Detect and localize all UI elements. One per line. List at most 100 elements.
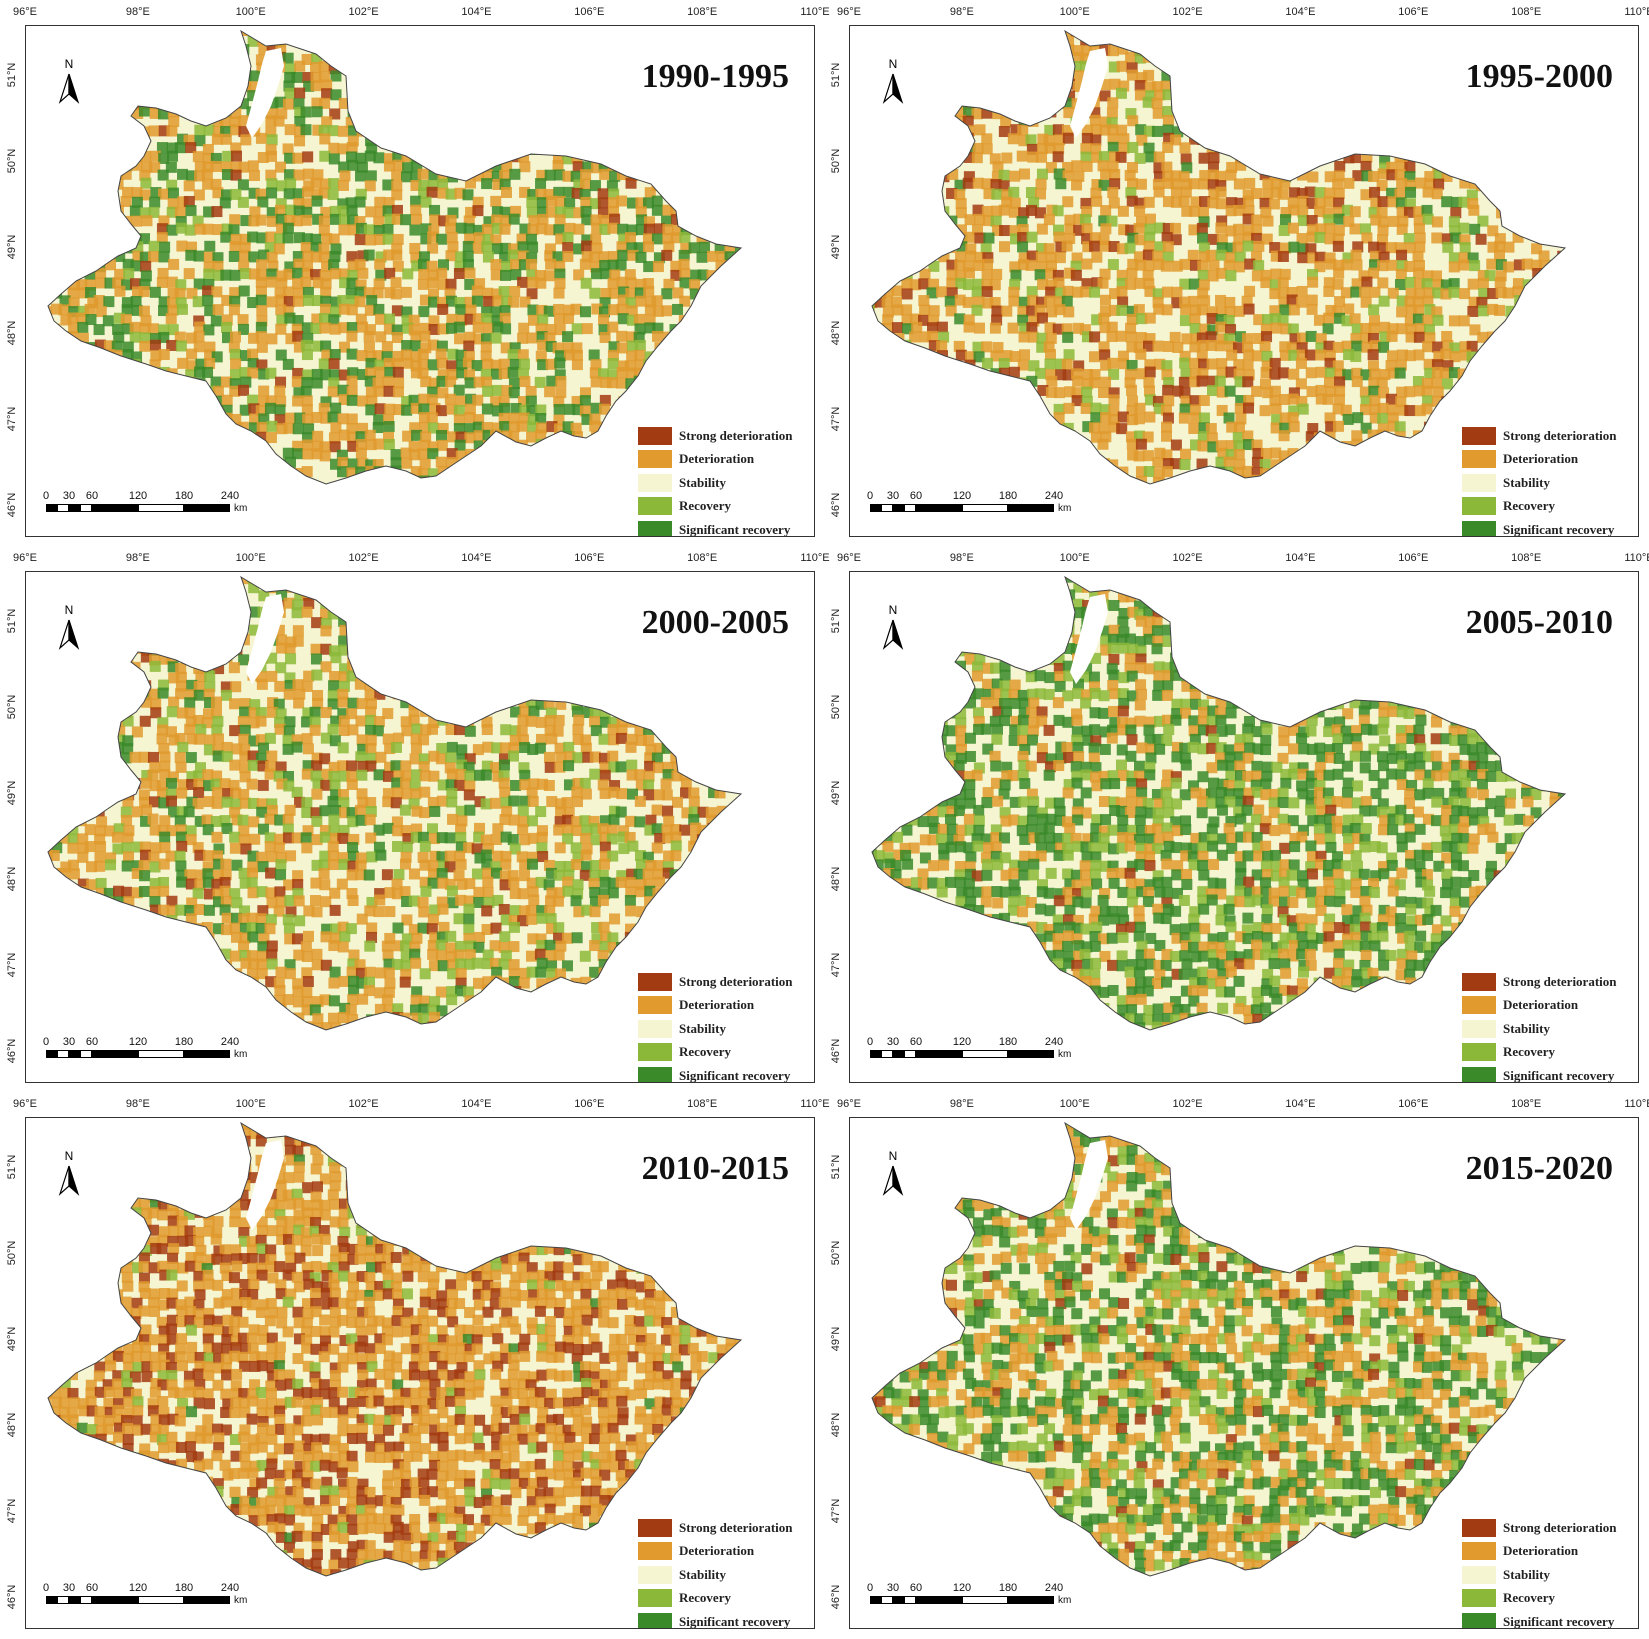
latitude-tick: 47°N (830, 952, 842, 978)
longitude-tick: 102°E (348, 1098, 379, 1110)
scale-label: 0 (42, 1582, 50, 1594)
longitude-tick: 106°E (1398, 1098, 1429, 1110)
scale-segment (870, 1050, 881, 1058)
region-map (871, 1121, 1567, 1577)
longitude-tick: 102°E (1172, 1098, 1203, 1110)
longitude-tick: 110°E (800, 1098, 830, 1110)
longitude-tick: 106°E (1398, 6, 1429, 18)
scale-label: 60 (909, 490, 923, 502)
legend-label: Recovery (679, 1590, 731, 1606)
scale-label: 120 (952, 1582, 972, 1594)
legend-swatch (1462, 520, 1496, 536)
legend-swatch (638, 1565, 672, 1584)
scale-label: 180 (998, 1036, 1018, 1048)
longitude-tick: 104°E (461, 552, 492, 564)
legend-item: Stability (638, 1017, 810, 1041)
longitude-tick: 96°E (13, 1098, 37, 1110)
longitude-tick: 98°E (949, 6, 974, 18)
longitude-tick: 108°E (687, 1098, 718, 1110)
latitude-tick: 47°N (6, 952, 18, 978)
north-arrow-icon: N (58, 603, 80, 650)
legend-swatch (1462, 1542, 1496, 1561)
latitude-tick: 48°N (830, 320, 842, 346)
legend-item: Recovery (1462, 1041, 1634, 1065)
legend-label: Significant recovery (1503, 1613, 1615, 1629)
latitude-tick: 51°N (830, 62, 842, 88)
legend-item: Significant recovery (1462, 1064, 1634, 1082)
legend-swatch (1462, 1043, 1496, 1062)
scale-segment (893, 1050, 904, 1058)
scale-label: 240 (220, 1582, 240, 1594)
longitude-tick: 108°E (1511, 552, 1542, 564)
legend-swatch (638, 426, 672, 445)
latitude-tick: 49°N (830, 234, 842, 260)
legend-item: Stability (638, 1563, 810, 1587)
scale-segment (881, 1050, 893, 1058)
scale-segment (184, 1596, 230, 1604)
region-map (47, 1121, 743, 1577)
legend-item: Strong deterioration (1462, 424, 1634, 448)
latitude-tick: 46°N (6, 1038, 18, 1064)
longitude-tick: 102°E (1172, 552, 1203, 564)
scale-label: 240 (1044, 490, 1064, 502)
scale-label: 30 (886, 1036, 900, 1048)
legend-swatch (638, 1589, 672, 1608)
longitude-tick: 100°E (235, 552, 266, 564)
legend-item: Recovery (638, 1041, 810, 1065)
longitude-tick: 102°E (348, 6, 379, 18)
legend-swatch (638, 1518, 672, 1537)
longitude-tick: 98°E (949, 552, 974, 564)
map-panel-4: 96°E 98°E 100°E 102°E 104°E 106°E 108°E 110°E 5… (824, 546, 1649, 1092)
legend-label: Stability (1503, 1020, 1550, 1036)
legend-swatch (638, 1043, 672, 1062)
longitude-tick: 108°E (1511, 1098, 1542, 1110)
longitude-tick: 96°E (837, 1098, 861, 1110)
latitude-tick: 49°N (830, 1326, 842, 1352)
period-title: 1990-1995 (641, 58, 789, 95)
longitude-tick: 106°E (574, 552, 605, 564)
legend-swatch (638, 473, 672, 492)
longitude-tick: 104°E (1285, 552, 1316, 564)
longitude-tick: 104°E (461, 6, 492, 18)
legend-item: Strong deterioration (1462, 1516, 1634, 1540)
legend-label: Deterioration (679, 997, 755, 1013)
longitude-tick: 104°E (1285, 6, 1316, 18)
legend-item: Significant recovery (1462, 1610, 1634, 1629)
scale-segment (904, 1050, 916, 1058)
map-panel-2: 96°E 98°E 100°E 102°E 104°E 106°E 108°E 110°E 5… (824, 0, 1649, 546)
latitude-tick: 46°N (6, 492, 18, 518)
scale-segment (80, 1596, 92, 1604)
latitude-tick: 50°N (830, 694, 842, 720)
scale-label: 0 (42, 1036, 50, 1048)
scale-unit: km (1058, 1049, 1072, 1060)
lake-khuvsgul (1070, 48, 1108, 138)
map-panel-3: 96°E 98°E 100°E 102°E 104°E 106°E 108°E 110°E 5… (0, 546, 830, 1092)
legend: Strong deterioration Deterioration Stabili… (1462, 970, 1634, 1082)
legend-swatch (1462, 1589, 1496, 1608)
scale-segment (184, 504, 230, 512)
longitude-tick: 106°E (574, 6, 605, 18)
legend-item: Deterioration (638, 448, 810, 472)
legend-item: Stability (638, 471, 810, 495)
map-frame: 2010-2015 N Strong deterioration Deterior… (25, 1117, 815, 1629)
legend-label: Deterioration (679, 451, 755, 467)
longitude-tick: 100°E (1059, 552, 1090, 564)
legend-swatch (638, 1019, 672, 1038)
scale-label: 60 (85, 490, 99, 502)
legend-swatch (1462, 1565, 1496, 1584)
scale-segment (1008, 1596, 1054, 1604)
region-boundary (871, 1121, 1567, 1577)
longitude-tick: 108°E (687, 6, 718, 18)
scale-label: 60 (85, 1582, 99, 1594)
scale-segment (962, 1596, 1008, 1604)
latitude-tick: 47°N (830, 1498, 842, 1524)
legend-swatch (638, 1612, 672, 1628)
latitude-tick: 46°N (830, 1038, 842, 1064)
scale-label: 180 (998, 490, 1018, 502)
legend: Strong deterioration Deterioration Stabili… (638, 424, 810, 536)
scale-label: 30 (62, 1582, 76, 1594)
longitude-tick: 104°E (1285, 1098, 1316, 1110)
legend-item: Significant recovery (638, 518, 810, 536)
legend-label: Deterioration (1503, 451, 1579, 467)
legend-swatch (1462, 1518, 1496, 1537)
